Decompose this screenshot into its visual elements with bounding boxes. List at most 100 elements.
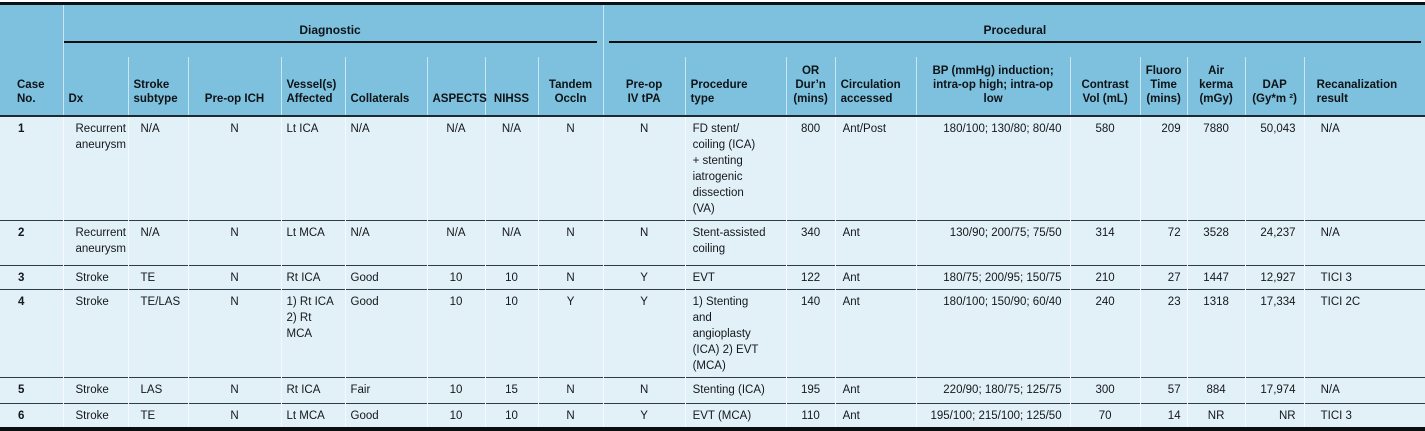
- cell-collaterals: N/A: [344, 116, 427, 221]
- col-header-bp: BP (mmHg) induction; intra-op high; intr…: [915, 57, 1071, 116]
- cell-stroke-subtype: LAS: [127, 377, 188, 404]
- cell-air-kerma: 884: [1186, 377, 1246, 404]
- cell-collaterals: N/A: [344, 220, 427, 266]
- cell-dx: Stroke: [62, 289, 128, 378]
- cell-circulation-accessed: Ant: [834, 377, 917, 404]
- col-header-tandem-occln: Tandem Occln: [537, 57, 604, 116]
- cell-contrast-vol: 70: [1069, 403, 1141, 429]
- cell-procedure-type: 1) Stenting and angioplasty (ICA) 2) EVT…: [684, 289, 787, 378]
- cell-nihss: N/A: [484, 116, 538, 221]
- cell-bp: 195/100; 215/100; 125/50: [915, 403, 1071, 429]
- table-body: 1 Recurrent aneurysm N/A N Lt ICA N/A N/A N/A N N…: [0, 116, 1425, 429]
- cell-bp: 180/100; 130/80; 80/40: [915, 116, 1071, 221]
- cell-tandem-occln: Y: [537, 289, 604, 378]
- cell-aspects: 10: [426, 403, 485, 429]
- cell-circulation-accessed: Ant/Post: [834, 116, 917, 221]
- table-row: 5 Stroke LAS N Rt ICA Fair 10 15 N N Stenting (ICA…: [0, 377, 1425, 404]
- cell-collaterals: Fair: [344, 377, 427, 404]
- cell-pre-op-ich: N: [187, 403, 281, 429]
- cell-dap: 50,043: [1244, 116, 1305, 221]
- cell-collaterals: Good: [344, 289, 427, 378]
- corner-cell: [0, 3, 63, 57]
- cell-circulation-accessed: Ant: [834, 265, 917, 290]
- cell-dx: Stroke: [62, 377, 128, 404]
- column-header-row: Case No. Dx Stroke subtype Pre-op ICH Vessel…: [0, 57, 1425, 116]
- col-header-fluoro-time: Fluoro Time (mins): [1139, 57, 1188, 116]
- col-header-aspects: ASPECTS: [426, 57, 487, 116]
- cell-dap: 17,334: [1244, 289, 1305, 378]
- cell-tandem-occln: N: [537, 116, 604, 221]
- col-header-pre-op-ich: Pre-op ICH: [187, 57, 281, 116]
- cell-fluoro-time: 209: [1139, 116, 1188, 221]
- cell-collaterals: Good: [344, 403, 427, 429]
- cell-stroke-subtype: N/A: [127, 116, 188, 221]
- table-row: 3 Stroke TE N Rt ICA Good 10 10 N Y EVT 122 Ant 180/7…: [0, 265, 1425, 290]
- cell-or-durn: 122: [785, 265, 836, 290]
- cell-fluoro-time: 57: [1139, 377, 1188, 404]
- group-header-procedural: Procedural: [602, 3, 1425, 57]
- cell-case-no: 2: [18, 227, 25, 239]
- cell-dap: NR: [1244, 403, 1305, 429]
- col-header-procedure-type: Procedure type: [684, 57, 787, 116]
- cell-pre-op-iv-tpa: Y: [602, 265, 686, 290]
- table-header: Diagnostic Procedural Case No. Dx Stroke s…: [0, 3, 1425, 116]
- cell-collaterals: Good: [344, 265, 427, 290]
- cell-dap: 24,237: [1244, 220, 1305, 266]
- cell-pre-op-iv-tpa: N: [602, 377, 686, 404]
- cell-dap: 17,974: [1244, 377, 1305, 404]
- group-label-diagnostic: Diagnostic: [63, 23, 597, 43]
- cell-case-no: 1: [18, 123, 25, 135]
- cell-bp: 180/75; 200/95; 150/75: [915, 265, 1071, 290]
- cell-pre-op-ich: N: [187, 265, 281, 290]
- cell-circulation-accessed: Ant: [834, 220, 917, 266]
- cell-contrast-vol: 240: [1069, 289, 1141, 378]
- cell-stroke-subtype: TE/LAS: [127, 289, 188, 378]
- cell-fluoro-time: 14: [1139, 403, 1188, 429]
- cell-procedure-type: FD stent/ coiling (ICA) + stenting iatro…: [684, 116, 787, 221]
- cell-fluoro-time: 23: [1139, 289, 1188, 378]
- col-header-dap: DAP (Gy*m ²): [1244, 57, 1305, 116]
- cell-pre-op-iv-tpa: Y: [602, 289, 686, 378]
- cell-stroke-subtype: N/A: [127, 220, 188, 266]
- cell-tandem-occln: N: [537, 403, 604, 429]
- cell-vessels-affected: Rt ICA: [280, 265, 345, 290]
- cell-tandem-occln: N: [537, 265, 604, 290]
- cell-air-kerma: NR: [1186, 403, 1246, 429]
- cell-recanalization-result: TICI 3: [1303, 265, 1425, 290]
- cell-air-kerma: 1318: [1186, 289, 1246, 378]
- cell-recanalization-result: TICI 3: [1303, 403, 1425, 429]
- col-header-contrast-vol: Contrast Vol (mL): [1069, 57, 1141, 116]
- cell-vessels-affected: Rt ICA: [280, 377, 345, 404]
- cell-dx: Stroke: [62, 403, 128, 429]
- cell-pre-op-ich: N: [187, 116, 281, 221]
- cell-vessels-affected: Lt ICA: [280, 116, 345, 221]
- group-label-procedural: Procedural: [608, 23, 1422, 43]
- cell-vessels-affected: 1) Rt ICA 2) Rt MCA: [280, 289, 345, 378]
- col-header-collaterals: Collaterals: [344, 57, 427, 116]
- cell-nihss: 10: [484, 265, 538, 290]
- col-header-or-durn: OR Dur’n (mins): [785, 57, 836, 116]
- cell-circulation-accessed: Ant: [834, 403, 917, 429]
- cell-procedure-type: EVT (MCA): [684, 403, 787, 429]
- col-header-recanalization-result: Recanalization result: [1303, 57, 1425, 116]
- col-header-case-no: Case No.: [0, 57, 63, 116]
- cell-vessels-affected: Lt MCA: [280, 220, 345, 266]
- cell-recanalization-result: N/A: [1303, 116, 1425, 221]
- cell-air-kerma: 3528: [1186, 220, 1246, 266]
- col-header-nihss: NIHSS: [484, 57, 538, 116]
- cell-recanalization-result: N/A: [1303, 220, 1425, 266]
- table-row: 2 Recurrent aneurysm N/A N Lt MCA N/A N/A N/A N N…: [0, 220, 1425, 266]
- cell-case-no: 6: [18, 410, 25, 422]
- cell-stroke-subtype: TE: [127, 403, 188, 429]
- cell-aspects: 10: [426, 377, 485, 404]
- col-header-stroke-subtype: Stroke subtype: [127, 57, 188, 116]
- cell-contrast-vol: 580: [1069, 116, 1141, 221]
- cell-nihss: N/A: [484, 220, 538, 266]
- cell-case-no: 3: [18, 272, 25, 284]
- col-header-pre-op-iv-tpa: Pre-op IV tPA: [602, 57, 686, 116]
- cell-aspects: N/A: [426, 116, 485, 221]
- cell-aspects: 10: [426, 265, 485, 290]
- cell-aspects: 10: [426, 289, 485, 378]
